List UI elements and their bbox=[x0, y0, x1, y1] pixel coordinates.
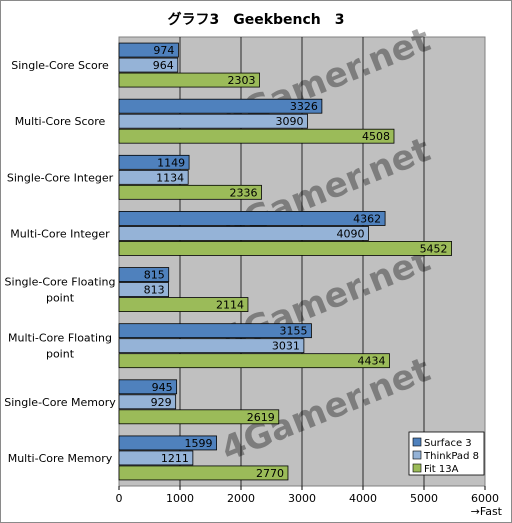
bar-value-label: 2770 bbox=[256, 467, 284, 480]
bar-value-label: 3031 bbox=[272, 340, 300, 353]
category-label: Multi-Core Floating point bbox=[8, 332, 112, 361]
bar bbox=[118, 72, 260, 88]
x-tick-label: 3000 bbox=[288, 492, 316, 505]
bar-value-label: 815 bbox=[144, 269, 165, 282]
bar-value-label: 4508 bbox=[362, 130, 390, 143]
bar-value-label: 4434 bbox=[357, 355, 385, 368]
bar bbox=[118, 379, 178, 395]
bar bbox=[118, 353, 390, 369]
bar bbox=[118, 465, 289, 481]
bar bbox=[118, 128, 395, 144]
bar-value-label: 1599 bbox=[185, 437, 213, 450]
bar-value-label: 964 bbox=[153, 59, 174, 72]
bar bbox=[118, 154, 190, 170]
category-label: Single-Core Score bbox=[11, 59, 109, 72]
x-tick-label: 1000 bbox=[166, 492, 194, 505]
bar-value-label: 2114 bbox=[216, 299, 244, 312]
bar-value-label: 3155 bbox=[279, 325, 307, 338]
x-tick-label: 2000 bbox=[227, 492, 255, 505]
bar-value-label: 945 bbox=[152, 381, 173, 394]
bar bbox=[118, 338, 305, 354]
x-tick-label: 5000 bbox=[410, 492, 438, 505]
x-tick-label: 4000 bbox=[349, 492, 377, 505]
bar bbox=[118, 113, 308, 129]
legend-swatch bbox=[412, 463, 422, 473]
bar bbox=[118, 211, 386, 226]
bar-value-label: 3090 bbox=[275, 115, 303, 128]
bar-value-label: 5452 bbox=[420, 242, 448, 255]
bar bbox=[118, 241, 452, 256]
x-tick-label: 0 bbox=[116, 492, 123, 505]
x-axis-label: →Fast bbox=[471, 505, 503, 518]
category-label: Single-Core Memory bbox=[4, 396, 116, 409]
bar-value-label: 4362 bbox=[353, 212, 381, 225]
legend-swatch bbox=[412, 437, 422, 447]
bar-value-label: 813 bbox=[144, 284, 165, 297]
bar-value-label: 2303 bbox=[227, 74, 255, 87]
category-label: Single-Core Floating point bbox=[5, 276, 116, 305]
bar bbox=[118, 169, 189, 185]
bar bbox=[118, 394, 177, 410]
bar bbox=[118, 282, 169, 297]
bar-value-label: 974 bbox=[153, 44, 174, 57]
bar bbox=[118, 409, 280, 425]
bar bbox=[118, 184, 262, 200]
bar-value-label: 4090 bbox=[336, 227, 364, 240]
bar bbox=[118, 98, 323, 114]
chart-title: グラフ3 Geekbench 3 bbox=[167, 11, 344, 28]
legend-label: Surface 3 bbox=[424, 438, 472, 449]
legend-label: Fit 13A bbox=[424, 464, 459, 475]
bar bbox=[118, 323, 312, 339]
bar-value-label: 1211 bbox=[161, 452, 189, 465]
x-tick-label: 6000 bbox=[471, 492, 499, 505]
bar bbox=[118, 42, 179, 58]
legend-box bbox=[408, 431, 485, 476]
bar-value-label: 2619 bbox=[247, 411, 275, 424]
bar bbox=[118, 435, 217, 451]
bar-value-label: 929 bbox=[151, 396, 172, 409]
bar bbox=[118, 267, 170, 282]
legend-label: ThinkPad 8 bbox=[423, 451, 479, 462]
bar bbox=[118, 297, 249, 312]
bar bbox=[118, 226, 369, 241]
category-label: Multi-Core Integer bbox=[10, 227, 110, 240]
bar bbox=[118, 57, 179, 73]
bar-value-label: 1149 bbox=[157, 156, 185, 169]
legend-swatch bbox=[412, 450, 422, 460]
bar-value-label: 3326 bbox=[290, 100, 318, 113]
bar-value-label: 2336 bbox=[229, 186, 257, 199]
bar bbox=[118, 450, 194, 466]
category-label: Multi-Core Score bbox=[15, 115, 106, 128]
bar-value-label: 1134 bbox=[156, 171, 184, 184]
category-label: Multi-Core Memory bbox=[8, 452, 113, 465]
category-label: Single-Core Integer bbox=[7, 171, 114, 184]
